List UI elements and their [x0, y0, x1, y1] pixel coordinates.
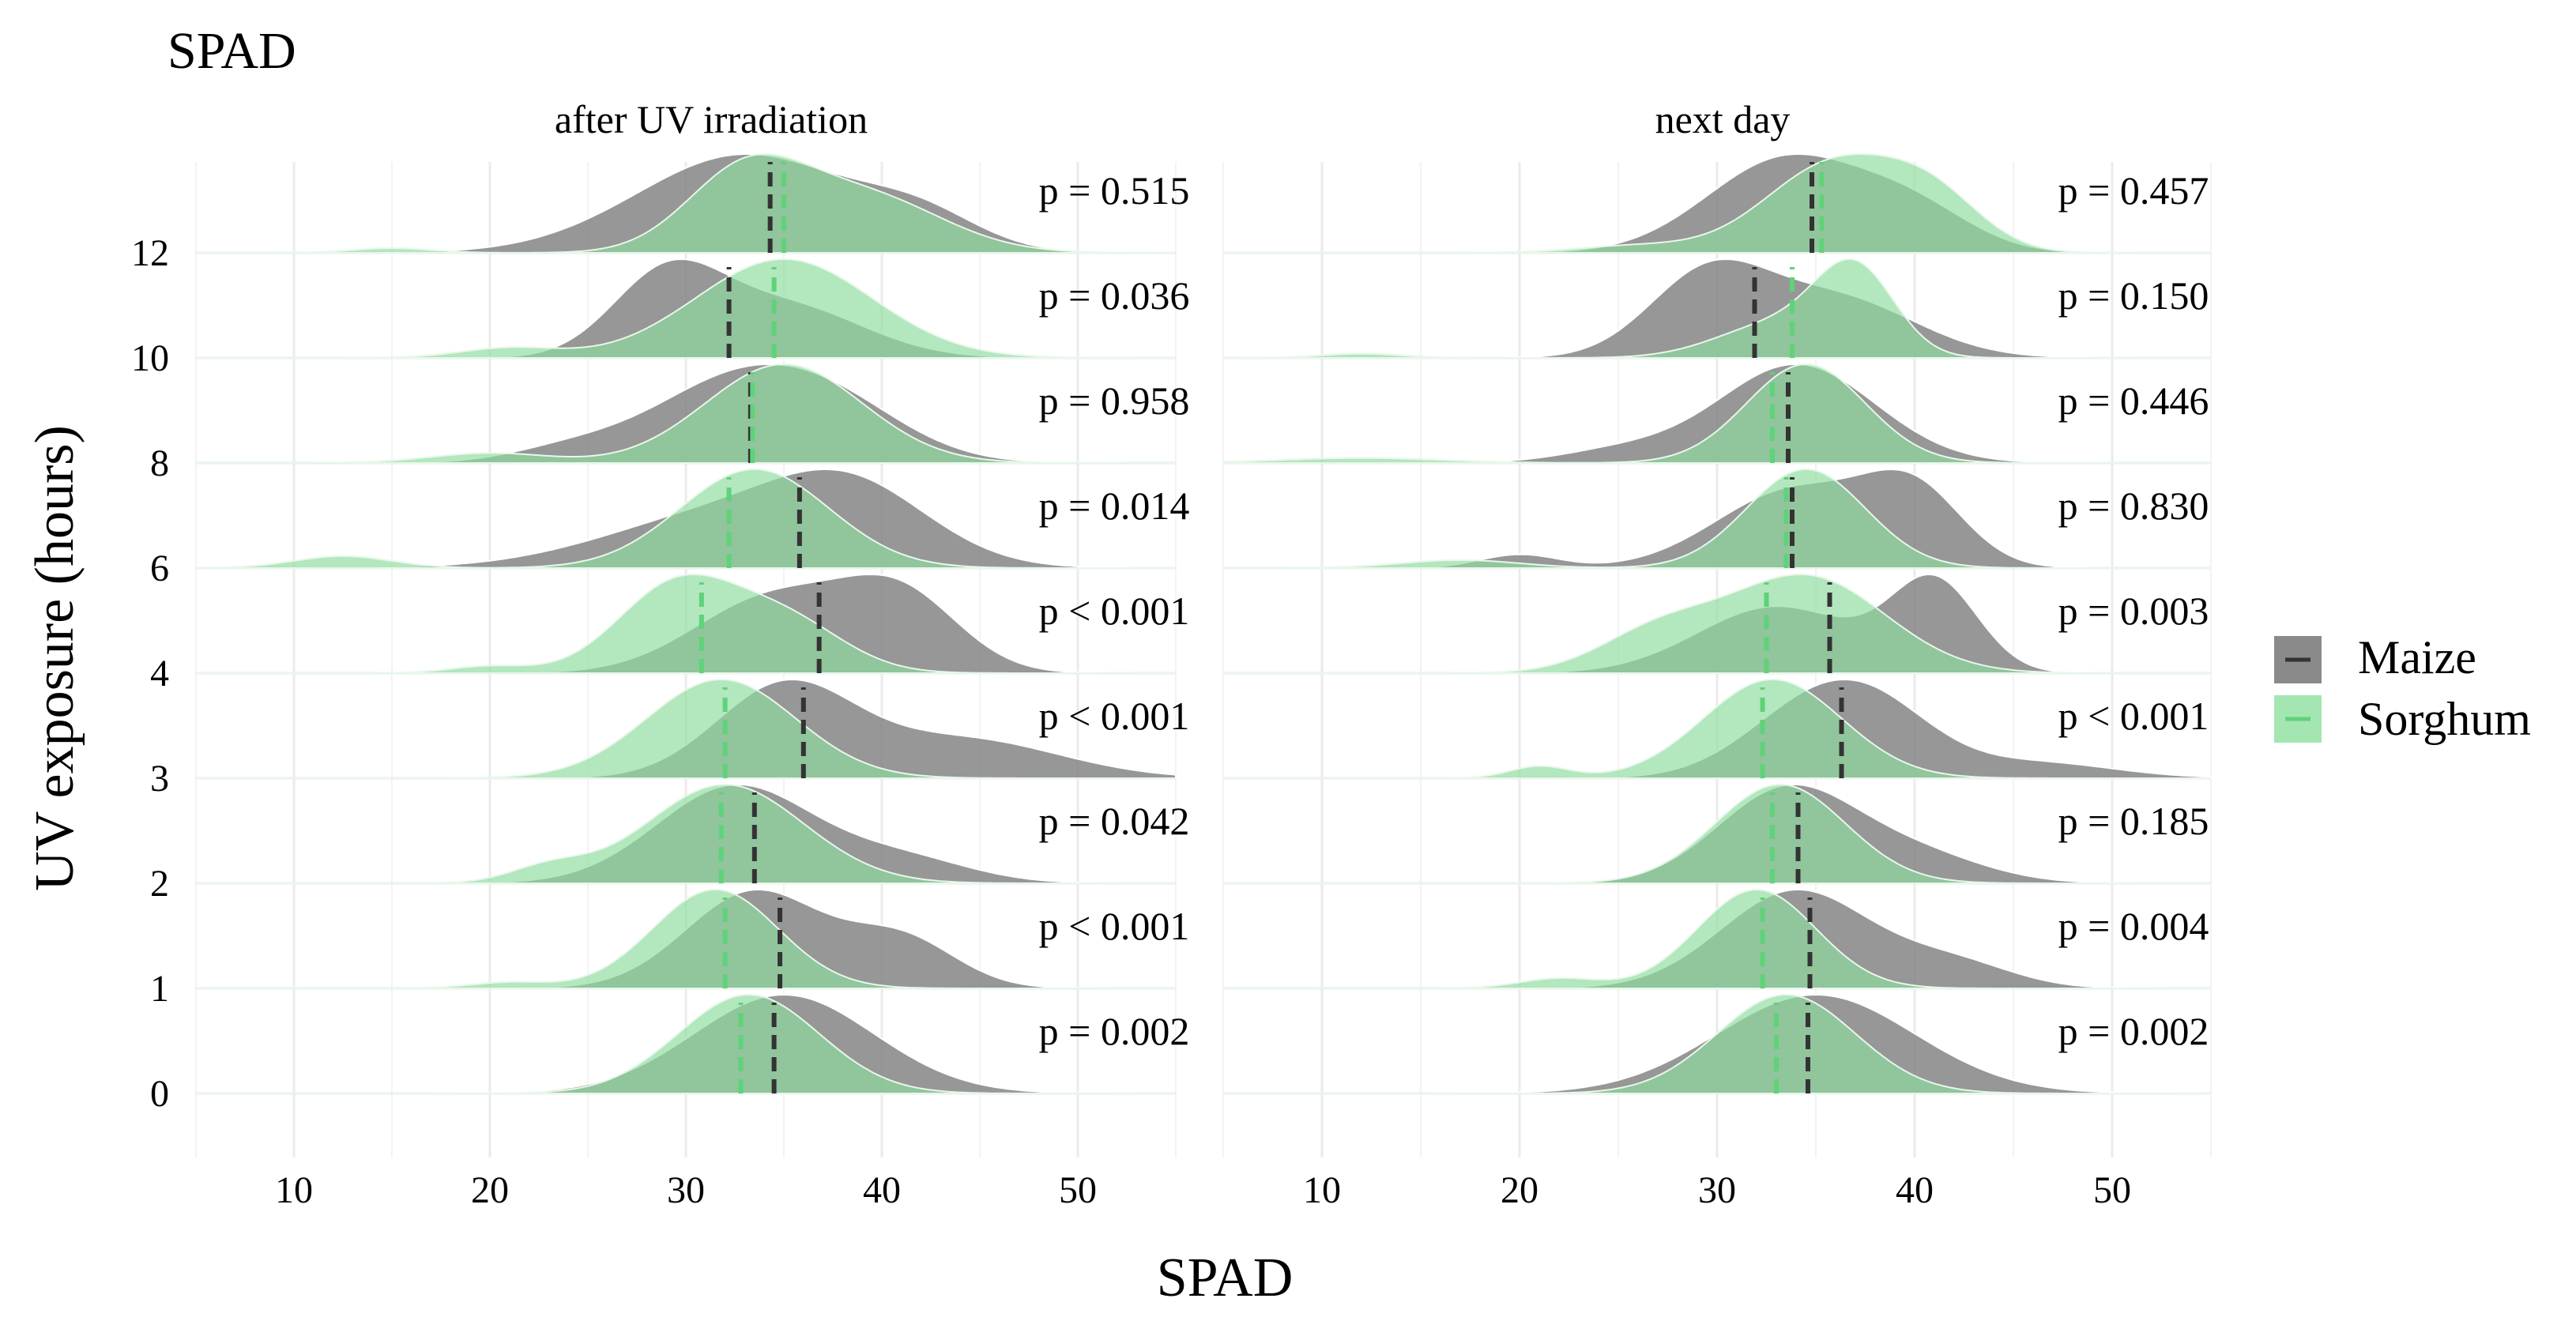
p-value-label: p < 0.001 [1039, 589, 1190, 633]
x-tick-label: 20 [1501, 1169, 1538, 1211]
y-tick-label: 0 [150, 1073, 169, 1115]
ridge-after-uv-2 [196, 783, 1176, 884]
y-tick-label: 12 [131, 232, 169, 274]
p-value-label: p < 0.001 [1039, 904, 1190, 948]
pvalues-next-day: p = 0.002 p = 0.004 p = 0.185 p < 0.001 p = … [2058, 168, 2209, 1053]
density-sorghum-after-uv-12 [196, 152, 1176, 254]
ridges-after-uv [195, 152, 1177, 1094]
ridge-next-day-1 [1223, 888, 2211, 989]
y-axis-title: UV exposure (hours) [24, 425, 85, 891]
legend: Maize Sorghum [2274, 631, 2531, 745]
ridge-after-uv-1 [196, 889, 1176, 989]
ridge-after-uv-4 [196, 573, 1176, 674]
density-sorghum-after-uv-0 [196, 993, 1176, 1094]
ridge-after-uv-6 [195, 469, 1177, 569]
density-sorghum-next-day-6 [1223, 469, 2211, 569]
x-ticks-next-day: 10 20 30 40 50 [1303, 1169, 2131, 1211]
x-axis-title: SPAD [1157, 1248, 1294, 1308]
ridge-next-day-8 [1222, 363, 2211, 464]
x-tick-label: 10 [275, 1169, 313, 1211]
density-sorghum-after-uv-1 [196, 889, 1176, 989]
x-ticks-after-uv: 10 20 30 40 50 [275, 1169, 1097, 1211]
y-tick-label: 4 [150, 653, 169, 694]
y-tick-label: 10 [131, 337, 169, 379]
x-tick-label: 30 [667, 1169, 705, 1211]
p-value-label: p = 0.042 [1039, 799, 1190, 843]
x-tick-label: 50 [2093, 1169, 2131, 1211]
x-tick-label: 30 [1698, 1169, 1736, 1211]
x-tick-label: 40 [863, 1169, 901, 1211]
ridge-after-uv-12 [196, 152, 1177, 254]
p-value-label: p = 0.446 [2058, 378, 2209, 423]
density-sorghum-next-day-8 [1222, 363, 2211, 464]
pvalues-after-uv: p = 0.002 p < 0.001 p = 0.042 p < 0.001 p < … [1039, 168, 1190, 1053]
density-sorghum-after-uv-6 [195, 469, 1176, 569]
legend-label-maize: Maize [2358, 631, 2476, 683]
legend-label-sorghum: Sorghum [2358, 693, 2531, 745]
ridge-next-day-6 [1223, 468, 2211, 569]
p-value-label: p = 0.003 [2058, 589, 2209, 633]
y-tick-label: 8 [150, 442, 169, 484]
y-tick-label: 2 [150, 863, 169, 905]
density-sorghum-after-uv-4 [196, 573, 1176, 674]
ridge-after-uv-3 [196, 678, 1177, 779]
ridge-after-uv-0 [196, 993, 1176, 1094]
x-tick-label: 10 [1303, 1169, 1341, 1211]
y-tick-label: 3 [150, 758, 169, 800]
p-value-label: p = 0.014 [1039, 484, 1190, 528]
density-sorghum-after-uv-3 [196, 678, 1176, 779]
ridges-next-day [1222, 153, 2212, 1094]
p-value-label: p = 0.002 [1039, 1009, 1190, 1053]
density-sorghum-next-day-1 [1223, 888, 2211, 989]
x-tick-label: 20 [471, 1169, 509, 1211]
ridge-after-uv-10 [196, 258, 1176, 359]
density-sorghum-next-day-3 [1223, 678, 2211, 779]
p-value-label: p = 0.185 [2058, 799, 2209, 843]
legend-item-maize: Maize [2274, 631, 2476, 683]
p-value-label: p < 0.001 [2058, 694, 2209, 738]
p-value-label: p = 0.515 [1039, 168, 1190, 213]
y-tick-label: 6 [150, 548, 169, 589]
density-sorghum-after-uv-10 [196, 258, 1176, 359]
p-value-label: p = 0.457 [2058, 168, 2209, 213]
ridge-next-day-4 [1223, 573, 2211, 674]
p-value-label: p = 0.150 [2058, 273, 2209, 318]
density-sorghum-next-day-2 [1223, 783, 2211, 884]
p-value-label: p = 0.958 [1039, 378, 1190, 423]
density-sorghum-next-day-12 [1223, 153, 2211, 254]
ridge-next-day-0 [1223, 993, 2211, 1094]
ridge-after-uv-8 [196, 363, 1176, 464]
density-sorghum-after-uv-2 [196, 783, 1176, 884]
density-sorghum-next-day-0 [1223, 994, 2211, 1094]
density-sorghum-after-uv-8 [196, 363, 1176, 464]
density-sorghum-next-day-4 [1223, 573, 2211, 674]
p-value-label: p = 0.830 [2058, 484, 2209, 528]
facet-label-after-uv: after UV irradiation [555, 97, 868, 141]
facet-label-next-day: next day [1655, 97, 1791, 141]
x-tick-label: 40 [1896, 1169, 1934, 1211]
p-value-label: p = 0.036 [1039, 273, 1190, 318]
x-tick-label: 50 [1059, 1169, 1097, 1211]
legend-item-sorghum: Sorghum [2274, 693, 2531, 745]
p-value-label: p < 0.001 [1039, 694, 1190, 738]
facet-panel-next-day: next day p = 0.002 p = 0.004 p = 0.185 p < … [1222, 97, 2212, 1211]
figure-title: SPAD [168, 22, 296, 80]
density-sorghum-next-day-10 [1223, 258, 2211, 359]
ridge-next-day-3 [1223, 678, 2212, 779]
ridge-next-day-10 [1223, 258, 2211, 359]
y-tick-label: 1 [150, 968, 169, 1010]
p-value-label: p = 0.004 [2058, 904, 2209, 948]
ridge-next-day-12 [1223, 153, 2211, 254]
ridge-next-day-2 [1223, 783, 2211, 884]
p-value-label: p = 0.002 [2058, 1009, 2209, 1053]
